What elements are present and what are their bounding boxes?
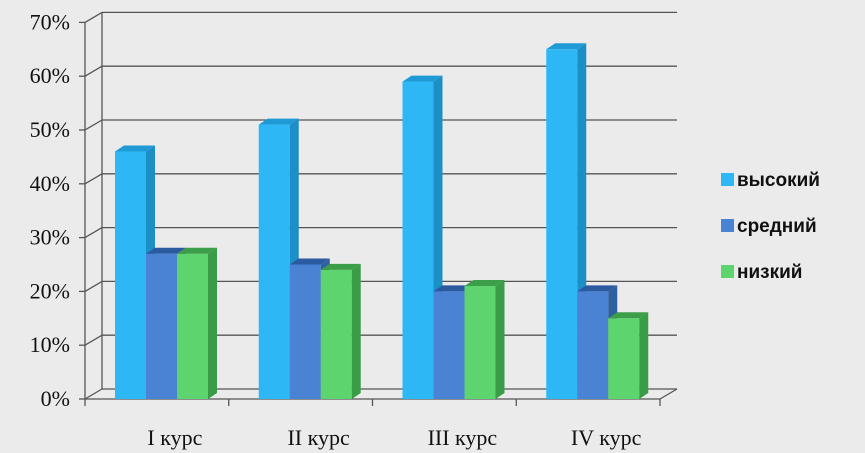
x-tick-label: I курс: [147, 425, 202, 450]
legend-swatch: [721, 265, 734, 278]
bar-top: [115, 145, 155, 152]
y-tick-label: 0%: [41, 386, 70, 411]
y-tick-label: 60%: [30, 63, 70, 88]
legend-swatch: [721, 219, 734, 232]
tick-labels: 0% 10% 20% 30% 40% 50% 60% 70% I курс II курс III …: [30, 9, 661, 450]
bar-низкий-3: [608, 318, 640, 399]
gridline-diagonal: [84, 280, 103, 292]
bar-top: [464, 280, 505, 287]
bar-средний-0: [146, 253, 177, 399]
bar-side: [639, 312, 649, 399]
bar-top: [402, 75, 443, 82]
gridline-diagonal: [84, 334, 103, 346]
legend-swatch: [721, 173, 734, 186]
y-tick-label: 30%: [30, 225, 70, 250]
bar-top: [320, 263, 361, 270]
gridline-diagonal: [84, 227, 103, 239]
floor-edge: [659, 388, 678, 400]
gridline-diagonal: [84, 119, 103, 131]
bar-средний-3: [577, 291, 609, 399]
bar-top: [177, 247, 217, 254]
bar-top: [289, 258, 330, 265]
bar-top: [433, 285, 474, 292]
legend-label: низкий: [737, 262, 802, 283]
bar-top: [577, 285, 618, 292]
bar-side: [208, 247, 217, 399]
bar-низкий-2: [464, 286, 496, 399]
y-tick-label: 40%: [30, 171, 70, 196]
gridline-diagonal: [84, 65, 103, 77]
gridline-diagonal: [84, 173, 103, 185]
bar-высокий-3: [546, 49, 578, 400]
legend-label: высокий: [737, 170, 820, 191]
bar-side: [495, 280, 505, 399]
gridline-diagonal: [84, 388, 103, 400]
x-tick-label: IV курс: [571, 425, 642, 450]
gridline-diagonal: [84, 11, 103, 23]
bar-высокий-2: [402, 81, 434, 399]
x-tick-label: II курс: [287, 425, 350, 450]
bar-высокий-1: [258, 124, 290, 400]
x-tick-label: III курс: [428, 425, 498, 450]
bar-средний-1: [289, 264, 321, 399]
y-tick-label: 10%: [30, 332, 70, 357]
y-tick-label: 70%: [30, 9, 70, 34]
bar-средний-2: [433, 291, 465, 399]
y-tick-label: 20%: [30, 278, 70, 303]
bar-top: [258, 118, 299, 125]
bar-top: [146, 247, 186, 254]
bar-низкий-0: [177, 253, 208, 399]
bar-top: [546, 43, 587, 50]
bar-высокий-0: [115, 151, 146, 399]
legend-label: средний: [737, 216, 817, 237]
bar-top: [608, 312, 649, 319]
y-tick-label: 50%: [30, 117, 70, 142]
legend: высокий средний низкий: [721, 170, 820, 283]
bar-side: [351, 263, 361, 399]
bars: [115, 43, 649, 400]
bar-низкий-1: [320, 269, 352, 399]
